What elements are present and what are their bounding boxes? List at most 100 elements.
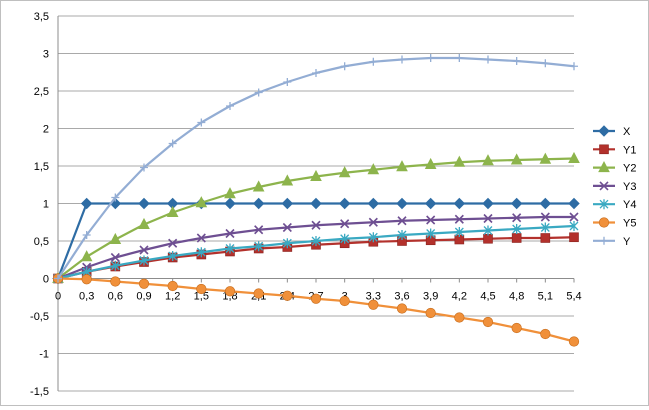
data-point — [110, 260, 120, 271]
series-y2 — [52, 151, 580, 283]
data-point — [426, 215, 436, 225]
data-point — [254, 225, 264, 235]
data-point — [511, 322, 522, 334]
data-point — [282, 290, 293, 301]
data-point — [424, 197, 437, 210]
data-point — [224, 197, 236, 210]
data-point — [339, 295, 350, 307]
x-tick-label: 0,9 — [136, 291, 151, 303]
legend-item-y5: Y5 — [593, 217, 636, 230]
data-point — [424, 157, 437, 169]
data-point — [455, 54, 464, 62]
legend-label: Y2 — [623, 163, 636, 175]
y-tick-label: 0 — [43, 274, 49, 286]
y-tick-label: 2 — [43, 124, 49, 136]
x-tick-label: 3,6 — [394, 291, 409, 303]
legend-label: Y3 — [623, 181, 636, 193]
data-point — [225, 228, 235, 239]
data-point — [569, 232, 579, 243]
data-point — [483, 225, 493, 236]
data-point — [512, 224, 522, 234]
x-tick-label: 3,9 — [423, 291, 438, 303]
data-point — [54, 274, 62, 283]
data-point — [454, 227, 464, 237]
data-point — [252, 180, 265, 192]
data-point — [396, 160, 408, 172]
y-tick-label: -0,5 — [30, 311, 49, 323]
legend-item-y4: Y4 — [593, 199, 636, 211]
data-point — [454, 312, 465, 323]
data-point — [398, 55, 406, 64]
y-tick-label: -1,5 — [30, 386, 49, 398]
y-tick-label: 2,5 — [34, 86, 49, 98]
data-point — [510, 153, 523, 165]
data-point — [540, 233, 551, 243]
data-point — [340, 219, 350, 229]
data-point — [425, 307, 436, 319]
data-point — [540, 212, 550, 222]
data-point — [396, 303, 408, 314]
data-point — [196, 233, 206, 243]
data-point — [80, 197, 93, 210]
data-point — [168, 238, 178, 248]
axes: 3,5 3 2,5 2 1,5 1 0,5 0 -0,5 -1 -1,5 0 0,3 0,6 0,9 1,2 1… — [30, 11, 582, 398]
data-point — [140, 163, 148, 172]
x-tick-label: 4,8 — [509, 291, 524, 303]
data-point — [568, 197, 580, 210]
data-point — [312, 69, 320, 77]
legend-item-y1: Y1 — [593, 144, 636, 156]
data-point — [311, 220, 321, 230]
y-tick-label: 3,5 — [34, 11, 49, 23]
data-point — [368, 299, 379, 310]
data-point — [426, 54, 435, 62]
data-point — [511, 233, 522, 243]
data-point — [138, 197, 150, 210]
legend-marker — [600, 236, 608, 245]
legend-label: X — [623, 126, 631, 138]
legend-item-y: Y — [593, 236, 631, 248]
data-point — [195, 196, 208, 208]
legend-marker — [598, 161, 610, 173]
x-tick-label: 4,5 — [480, 291, 495, 303]
data-point — [368, 217, 378, 227]
data-point — [110, 252, 120, 263]
data-point — [138, 217, 150, 229]
x-tick-label: 0,3 — [79, 291, 94, 303]
data-point — [367, 197, 380, 210]
series-y — [54, 54, 578, 283]
series-y5 — [52, 273, 580, 347]
data-point — [569, 221, 579, 231]
x-tick-label: 4,2 — [452, 291, 467, 303]
data-point — [310, 197, 322, 210]
series-y4 — [53, 221, 579, 284]
data-point — [225, 243, 235, 254]
data-point — [196, 283, 207, 295]
data-point — [570, 62, 578, 71]
data-point — [338, 166, 351, 178]
data-point — [253, 288, 264, 299]
data-point — [310, 293, 322, 304]
data-point — [539, 197, 552, 210]
data-point — [109, 232, 122, 244]
data-point — [483, 233, 493, 244]
data-point — [197, 118, 206, 127]
data-point — [484, 55, 492, 64]
data-point — [80, 250, 93, 262]
data-point — [196, 247, 206, 258]
x-tick-label: 1,2 — [165, 291, 180, 303]
data-point — [138, 278, 150, 289]
data-point — [367, 163, 380, 175]
data-point — [453, 155, 466, 167]
legend-marker — [599, 181, 609, 191]
data-point — [540, 222, 550, 233]
data-point — [281, 174, 294, 186]
data-point — [396, 197, 408, 210]
data-point — [397, 216, 407, 226]
legend-marker — [599, 144, 609, 155]
data-point — [139, 255, 149, 266]
data-point — [166, 205, 179, 217]
x-tick-label: 3,3 — [366, 291, 381, 303]
data-point — [139, 245, 149, 255]
data-point — [111, 193, 120, 202]
